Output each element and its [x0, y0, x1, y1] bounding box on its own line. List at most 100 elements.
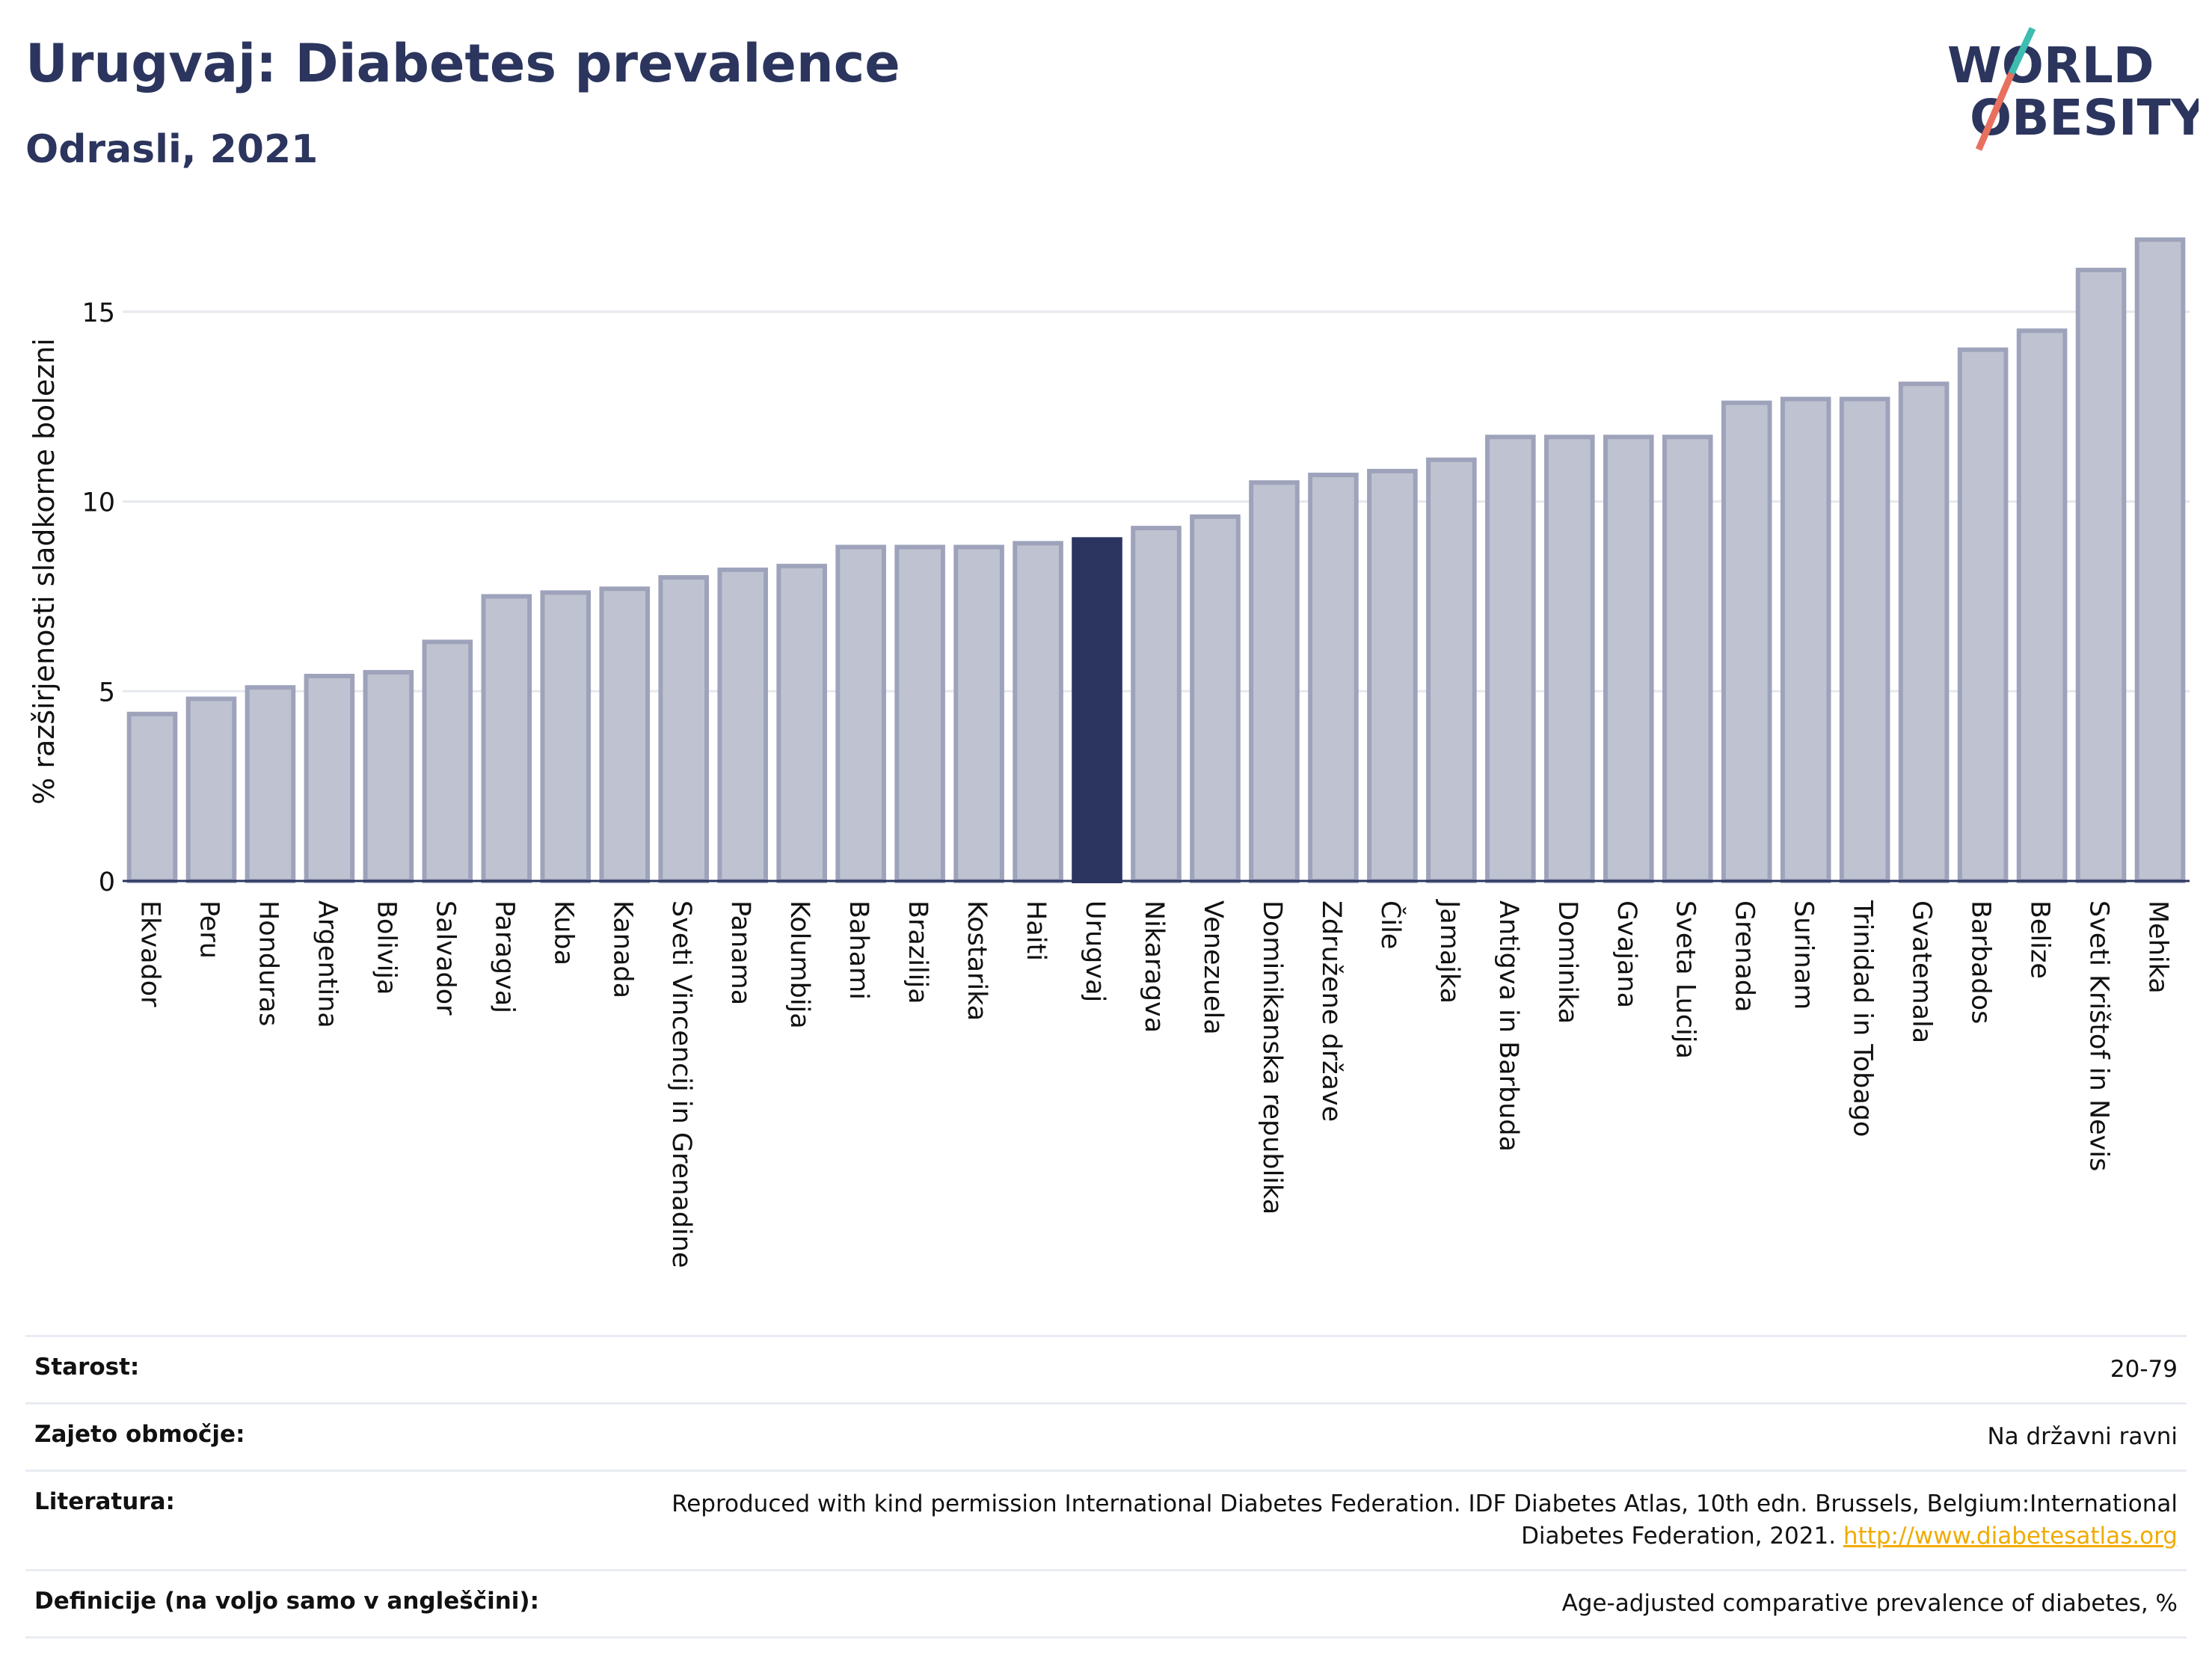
bar: [185, 696, 237, 883]
meta-coverage-label: Zajeto območje:: [34, 1421, 245, 1448]
meta-row-reference: Literatura: Reproduced with kind permiss…: [25, 1470, 2187, 1569]
bar: [304, 673, 355, 883]
x-tick-label: Belize: [2025, 900, 2055, 979]
x-tick-label: Jamajka: [1434, 899, 1464, 1004]
x-tick-label: Panama: [725, 900, 755, 1005]
bar: [363, 669, 414, 884]
logo-line1: WORLD: [1947, 37, 2154, 94]
x-tick-label: Sveti Krištof in Nevis: [2084, 900, 2114, 1171]
x-tick-label: Čile: [1375, 900, 1407, 949]
x-tick-label: Honduras: [253, 900, 283, 1026]
bar-chart: 0 5 10 15 Ekvador Peru Honduras Argentina Boliv…: [28, 237, 2190, 1268]
meta-reference-value: Reproduced with kind permission Internat…: [645, 1488, 2178, 1553]
y-tick-label: 0: [99, 868, 115, 897]
meta-row-definition: Definicije (na voljo samo v angleščini):…: [25, 1569, 2187, 1639]
x-tick-label: Venezuela: [1198, 900, 1228, 1035]
bar: [953, 544, 1004, 883]
bar: [599, 586, 651, 884]
bar: [1662, 435, 1713, 883]
x-tick-label: Paragvaj: [489, 900, 519, 1013]
x-tick-label: Mehika: [2143, 900, 2173, 994]
x-axis-ticks: Ekvador Peru Honduras Argentina Bolivija Salv…: [135, 899, 2172, 1268]
x-tick-label: Haiti: [1021, 900, 1051, 961]
bar: [894, 544, 945, 883]
bar: [658, 575, 710, 883]
page-title: Urugvaj: Diabetes prevalence: [25, 33, 900, 94]
diabetes-atlas-link[interactable]: http://www.diabetesatlas.org: [1843, 1523, 2178, 1550]
x-tick-label: Urugvaj: [1080, 900, 1110, 1002]
x-tick-label: Surinam: [1789, 900, 1819, 1010]
x-tick-label: Kanada: [607, 900, 637, 998]
bar: [540, 590, 592, 884]
bar: [422, 639, 473, 883]
x-tick-label: Združene države: [1316, 900, 1346, 1122]
bar: [1249, 480, 1300, 883]
bar: [1839, 396, 1890, 883]
bar: [1190, 514, 1241, 884]
meta-coverage-value: Na državni ravni: [1987, 1423, 2178, 1450]
bar: [1131, 526, 1182, 883]
x-tick-label: Bahami: [844, 900, 873, 1000]
bar: [1957, 347, 2009, 884]
bar: [1898, 381, 1950, 883]
bar: [481, 594, 532, 884]
x-tick-label: Sveti Vincencij in Grenadine: [666, 900, 696, 1268]
x-tick-label: Ekvador: [135, 900, 165, 1007]
bar: [835, 544, 886, 883]
bar: [1603, 435, 1654, 883]
bar: [2134, 237, 2186, 883]
x-tick-label: Brazilija: [903, 900, 933, 1004]
x-tick-label: Sveta Lucija: [1671, 900, 1701, 1059]
logo-slash-bottom: [1975, 72, 2015, 151]
logo-line2: OBESITY: [1970, 89, 2199, 147]
meta-row-age: Starost: 20-79: [25, 1335, 2187, 1402]
bar: [1013, 541, 1063, 883]
x-tick-label: Kolumbija: [784, 900, 814, 1029]
bar: [1721, 400, 1772, 883]
page-subtitle: Odrasli, 2021: [25, 127, 319, 172]
y-tick-label: 5: [99, 678, 115, 707]
x-tick-label: Nikaragva: [1139, 900, 1169, 1033]
x-tick-label: Kuba: [548, 900, 578, 965]
x-tick-label: Dominika: [1552, 900, 1582, 1024]
y-axis-label: % razširjenosti sladkorne bolezni: [28, 338, 61, 805]
bar: [1426, 457, 1477, 883]
bar-highlight: [1072, 537, 1122, 883]
y-tick-label: 10: [82, 488, 115, 518]
x-tick-label: Trinidad in Tobago: [1848, 900, 1878, 1137]
logo-slash-top: [2008, 27, 2036, 75]
bar: [1367, 468, 1418, 883]
x-tick-label: Barbados: [1966, 900, 1996, 1024]
world-obesity-logo: WORLD OBESITY: [1947, 27, 2199, 151]
metadata-table: Starost: 20-79 Zajeto območje: Na državn…: [25, 1335, 2187, 1639]
meta-age-value: 20-79: [2110, 1356, 2178, 1383]
y-tick-label: 15: [82, 298, 115, 328]
meta-definition-value: Age-adjusted comparative prevalence of d…: [1561, 1590, 2178, 1617]
x-tick-label: Salvador: [430, 900, 460, 1016]
x-tick-label: Gvatemala: [1907, 900, 1937, 1043]
y-axis-ticks: 0 5 10 15: [82, 298, 115, 897]
bar: [776, 563, 827, 883]
bar: [126, 711, 178, 884]
x-tick-label: Bolivija: [371, 900, 401, 995]
meta-reference-label: Literatura:: [34, 1488, 175, 1515]
bar: [2075, 268, 2127, 884]
x-tick-label: Argentina: [312, 900, 342, 1028]
meta-age-label: Starost:: [34, 1354, 140, 1381]
x-tick-label: Peru: [194, 900, 224, 959]
meta-reference-text: Reproduced with kind permission Internat…: [672, 1490, 2178, 1550]
bar: [245, 685, 296, 883]
meta-row-coverage: Zajeto območje: Na državni ravni: [25, 1402, 2187, 1470]
bar: [2016, 328, 2068, 883]
bar: [1544, 435, 1595, 883]
x-tick-label: Dominikanska republika: [1257, 900, 1287, 1215]
meta-definition-label: Definicije (na voljo samo v angleščini):: [34, 1588, 539, 1615]
bars: [126, 237, 2186, 884]
x-tick-label: Antigva in Barbuda: [1493, 900, 1523, 1152]
bar: [1308, 473, 1359, 883]
bar: [1485, 435, 1536, 883]
x-tick-label: Kostarika: [962, 900, 992, 1021]
bar: [717, 567, 768, 883]
bar: [1780, 396, 1831, 883]
x-tick-label: Gvajana: [1612, 900, 1641, 1008]
